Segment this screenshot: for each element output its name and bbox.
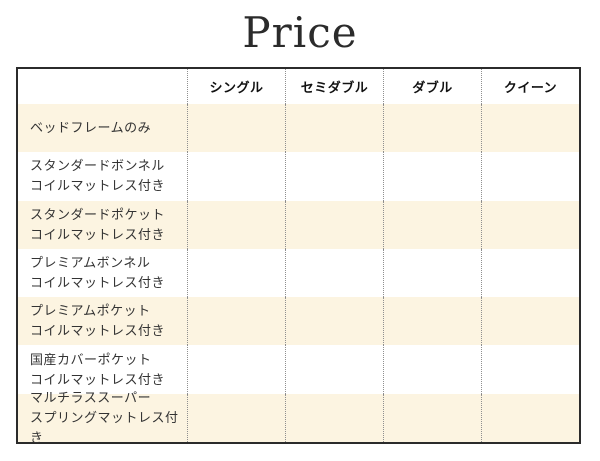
row-label-line: ベッドフレームのみ <box>30 120 152 136</box>
price-cell <box>187 345 285 394</box>
row-label-line: コイルマットレス付き <box>30 274 166 290</box>
row-label: プレミアムポケット コイルマットレス付き <box>18 297 187 346</box>
column-header-double: ダブル <box>383 69 481 104</box>
row-label: 国産カバーポケット コイルマットレス付き <box>18 345 187 393</box>
price-cell <box>383 104 481 153</box>
row-label: プレミアムボンネル コイルマットレス付き <box>18 249 187 297</box>
row-label-line: スタンダードポケット <box>30 206 166 222</box>
header-label-cell <box>18 69 187 104</box>
price-cell <box>285 248 383 298</box>
column-header-queen: クイーン <box>481 69 579 104</box>
column-header-single: シングル <box>187 69 285 104</box>
row-label-line: コイルマットレス付き <box>30 371 166 387</box>
price-cell <box>285 345 383 394</box>
table-row: 国産カバーポケット コイルマットレス付き <box>18 345 579 394</box>
price-cell <box>187 152 285 201</box>
price-cell <box>481 345 579 394</box>
table-row: マルチラススーパー スプリングマットレス付き <box>18 390 579 445</box>
price-cell <box>285 104 383 153</box>
price-cell <box>285 393 383 442</box>
row-label: マルチラススーパー スプリングマットレス付き <box>18 390 187 445</box>
row-label-line: コイルマットレス付き <box>30 226 166 242</box>
table-row: ベッドフレームのみ <box>18 104 579 153</box>
price-cell <box>187 393 285 442</box>
price-cell <box>481 393 579 442</box>
price-cell <box>383 297 481 346</box>
table-row: プレミアムポケット コイルマットレス付き <box>18 297 579 346</box>
table-row: プレミアムボンネル コイルマットレス付き <box>18 248 579 298</box>
price-cell <box>383 248 481 298</box>
row-label-line: コイルマットレス付き <box>30 178 166 194</box>
price-cell <box>187 297 285 346</box>
price-cell <box>383 393 481 442</box>
price-cell <box>285 152 383 201</box>
table-row: スタンダードボンネル コイルマットレス付き <box>18 152 579 201</box>
row-label: スタンダードポケット コイルマットレス付き <box>18 200 187 249</box>
row-label: スタンダードボンネル コイルマットレス付き <box>18 152 187 200</box>
row-label-line: マルチラススーパー <box>30 389 152 405</box>
row-label-line: プレミアムポケット <box>30 303 151 319</box>
column-header-semidouble: セミダブル <box>285 69 383 104</box>
price-cell <box>481 297 579 346</box>
price-cell <box>481 200 579 249</box>
price-cell <box>187 104 285 153</box>
table-row: スタンダードポケット コイルマットレス付き <box>18 200 579 249</box>
price-cell <box>187 248 285 298</box>
row-label-line: コイルマットレス付き <box>30 323 166 339</box>
price-cell <box>383 200 481 249</box>
header-row: シングル セミダブル ダブル クイーン <box>18 69 579 104</box>
row-label: ベッドフレームのみ <box>18 104 187 153</box>
page-title: Price <box>242 8 358 57</box>
price-table: シングル セミダブル ダブル クイーン ベッドフレームのみ スタンダードボンネル… <box>16 67 581 445</box>
row-label-line: スプリングマットレス付き <box>30 409 179 445</box>
row-label-line: 国産カバーポケット <box>30 351 152 367</box>
price-cell <box>383 152 481 201</box>
price-cell <box>383 345 481 394</box>
row-label-line: スタンダードボンネル <box>30 158 165 174</box>
price-cell <box>285 200 383 249</box>
price-cell <box>285 297 383 346</box>
price-cell <box>481 248 579 298</box>
price-cell <box>481 152 579 201</box>
price-cell <box>481 104 579 153</box>
price-cell <box>187 200 285 249</box>
row-label-line: プレミアムボンネル <box>30 254 151 270</box>
